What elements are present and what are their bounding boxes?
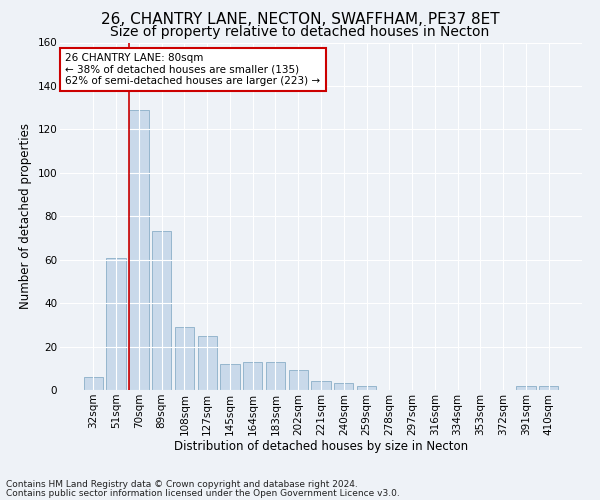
Bar (106, 258, 126, 390)
Bar (175, 327, 194, 390)
Text: 26, CHANTRY LANE, NECTON, SWAFFHAM, PE37 8ET: 26, CHANTRY LANE, NECTON, SWAFFHAM, PE37… (101, 12, 499, 28)
Text: Size of property relative to detached houses in Necton: Size of property relative to detached ho… (110, 25, 490, 39)
Bar (84, 377, 103, 390)
Bar (516, 386, 536, 390)
Bar (334, 384, 353, 390)
Text: Contains public sector information licensed under the Open Government Licence v3: Contains public sector information licen… (6, 488, 400, 498)
Bar (357, 386, 376, 390)
Text: 26 CHANTRY LANE: 80sqm
← 38% of detached houses are smaller (135)
62% of semi-de: 26 CHANTRY LANE: 80sqm ← 38% of detached… (65, 53, 320, 86)
Y-axis label: Number of detached properties: Number of detached properties (19, 123, 32, 309)
Bar (311, 382, 331, 390)
Bar (197, 336, 217, 390)
Bar (289, 370, 308, 390)
X-axis label: Distribution of detached houses by size in Necton: Distribution of detached houses by size … (174, 440, 468, 454)
Text: Contains HM Land Registry data © Crown copyright and database right 2024.: Contains HM Land Registry data © Crown c… (6, 480, 358, 489)
Bar (129, 110, 149, 390)
Bar (220, 364, 239, 390)
Bar (539, 386, 558, 390)
Bar (266, 362, 285, 390)
Bar (243, 362, 262, 390)
Bar (152, 232, 172, 390)
